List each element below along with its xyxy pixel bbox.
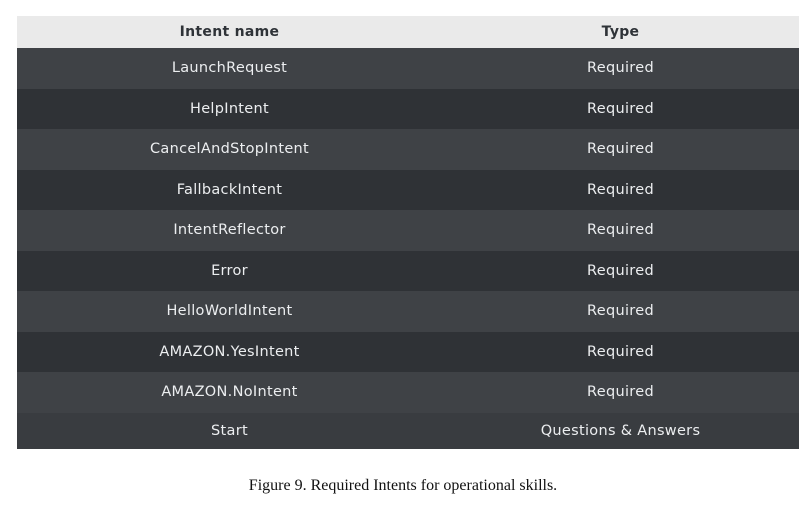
table-row: CancelAndStopIntent Required xyxy=(17,129,799,170)
table-row: FallbackIntent Required xyxy=(17,169,799,210)
intents-table: Intent name Type LaunchRequest Required … xyxy=(17,16,799,449)
intent-name-cell: AMAZON.YesIntent xyxy=(159,343,300,360)
intent-name-cell: AMAZON.NoIntent xyxy=(161,384,298,401)
header-intent-name: Intent name xyxy=(179,24,280,40)
type-cell: Required xyxy=(587,384,654,401)
intent-name-cell: CancelAndStopIntent xyxy=(149,141,310,158)
intent-name-cell: FallbackIntent xyxy=(176,181,283,198)
table-row: HelpIntent Required xyxy=(17,88,799,129)
table-row: IntentReflector Required xyxy=(17,210,799,251)
intent-name-cell: HelpIntent xyxy=(189,100,269,117)
type-cell: Required xyxy=(587,222,654,239)
type-cell: Required xyxy=(587,100,654,117)
table-row: AMAZON.NoIntent Required xyxy=(17,372,799,413)
type-cell: Required xyxy=(587,141,654,158)
intent-name-cell: Start xyxy=(211,422,248,439)
type-cell: Required xyxy=(587,343,654,360)
table-row: Start Questions & Answers xyxy=(17,412,799,449)
figure-caption: Figure 9. Required Intents for operation… xyxy=(248,477,558,494)
type-cell: Questions & Answers xyxy=(540,422,701,439)
intent-name-cell: LaunchRequest xyxy=(171,60,288,77)
intent-name-cell: Error xyxy=(211,262,248,279)
table-row: Error Required xyxy=(17,250,799,291)
intent-name-cell: IntentReflector xyxy=(173,222,286,239)
table-row: HelloWorldIntent Required xyxy=(17,291,799,332)
table-header-row: Intent name Type xyxy=(17,16,799,48)
table-row: LaunchRequest Required xyxy=(17,48,799,89)
type-cell: Required xyxy=(587,181,654,198)
type-cell: Required xyxy=(587,303,654,320)
type-cell: Required xyxy=(587,60,654,77)
type-cell: Required xyxy=(587,262,654,279)
header-type: Type xyxy=(601,24,640,40)
table-row: AMAZON.YesIntent Required xyxy=(17,331,799,372)
intent-name-cell: HelloWorldIntent xyxy=(166,303,293,320)
